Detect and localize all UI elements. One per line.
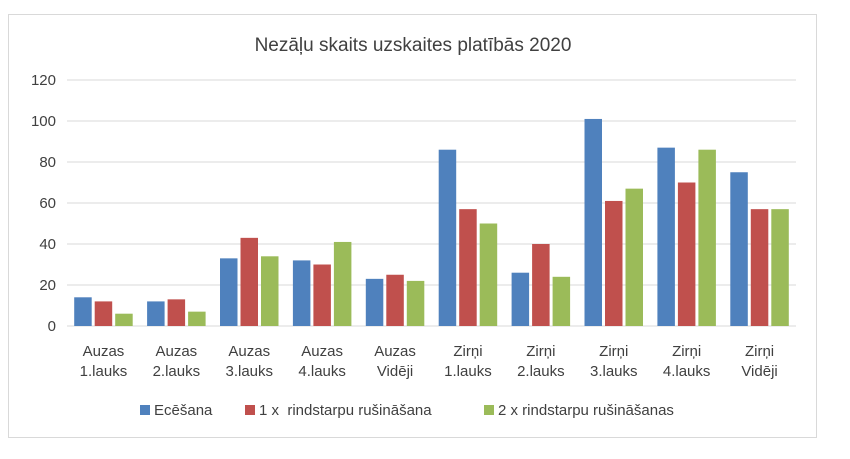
bar-2-9: [677, 182, 696, 326]
bar-2-6: [459, 209, 477, 326]
bar-1-9: [657, 147, 675, 326]
chart-title: Nezāļu skaits uzskaites platībās 2020: [255, 35, 572, 56]
legend-swatch: [245, 405, 255, 415]
category-label: 3.lauks: [590, 363, 638, 380]
legend: Ecēšana 1 x rindstarpu rušināšana 2 x rind…: [140, 402, 674, 419]
category-label: Auzas: [155, 343, 197, 360]
y-tick-label: 40: [39, 236, 56, 253]
bar-3-7: [552, 276, 571, 326]
category-label: Zirņi: [526, 343, 555, 360]
bar-3-2: [188, 311, 206, 326]
bar-2-3: [240, 237, 258, 326]
bar-3-10: [771, 209, 789, 326]
category-label: Auzas: [228, 343, 270, 360]
legend-swatch: [140, 405, 150, 415]
bar-1-3: [220, 258, 238, 326]
y-tick-label: 80: [39, 154, 56, 171]
bar-2-7: [532, 244, 550, 326]
bar-3-8: [625, 188, 643, 326]
bar-3-5: [406, 280, 425, 326]
category-labels: Auzas 1.lauks Auzas 2.lauks Auzas 3.lauks Auza…: [80, 343, 778, 380]
y-tick-label: 0: [48, 318, 56, 335]
bar-2-1: [94, 301, 113, 326]
y-axis-ticks: 0 20 40 60 80 100 120: [31, 72, 56, 335]
y-tick-label: 120: [31, 72, 56, 89]
bar-3-3: [261, 256, 279, 326]
category-label: 1.lauks: [444, 363, 492, 380]
bar-2-5: [386, 274, 404, 326]
category-label: Auzas: [301, 343, 343, 360]
bar-1-1: [74, 297, 92, 326]
legend-label: 1 x rindstarpu rušināšana: [259, 402, 432, 419]
bar-3-6: [479, 223, 498, 326]
category-label: 4.lauks: [663, 363, 711, 380]
bar-2-8: [605, 200, 623, 326]
category-label: Zirņi: [599, 343, 628, 360]
y-tick-label: 100: [31, 113, 56, 130]
legend-label: 2 x rindstarpu rušināšanas: [498, 402, 674, 419]
category-label: 3.lauks: [225, 363, 273, 380]
category-label: 2.lauks: [517, 363, 565, 380]
category-label: Zirņi: [672, 343, 701, 360]
legend-swatch: [484, 405, 494, 415]
legend-label: Ecēšana: [154, 402, 213, 419]
bar-1-10: [730, 172, 748, 326]
bar-1-4: [292, 260, 311, 326]
category-label: Vidēji: [741, 363, 777, 380]
category-label: Vidēji: [377, 363, 413, 380]
y-tick-label: 20: [39, 277, 56, 294]
category-label: 4.lauks: [298, 363, 346, 380]
category-label: Auzas: [374, 343, 416, 360]
category-label: Auzas: [83, 343, 125, 360]
bar-3-9: [698, 149, 716, 326]
category-label: Zirņi: [745, 343, 774, 360]
category-label: 2.lauks: [153, 363, 201, 380]
category-label: 1.lauks: [80, 363, 128, 380]
category-label: Zirņi: [453, 343, 482, 360]
bar-1-5: [365, 278, 384, 326]
bar-1-2: [147, 301, 165, 326]
bar-3-4: [333, 241, 352, 326]
bar-2-4: [313, 264, 331, 326]
bar-2-10: [750, 209, 769, 326]
bar-2-2: [167, 299, 186, 326]
bar-3-1: [115, 313, 133, 326]
bars: [74, 118, 789, 326]
bar-1-8: [584, 118, 602, 326]
y-tick-label: 60: [39, 195, 56, 212]
bar-1-6: [438, 149, 457, 326]
bar-1-7: [511, 272, 530, 326]
